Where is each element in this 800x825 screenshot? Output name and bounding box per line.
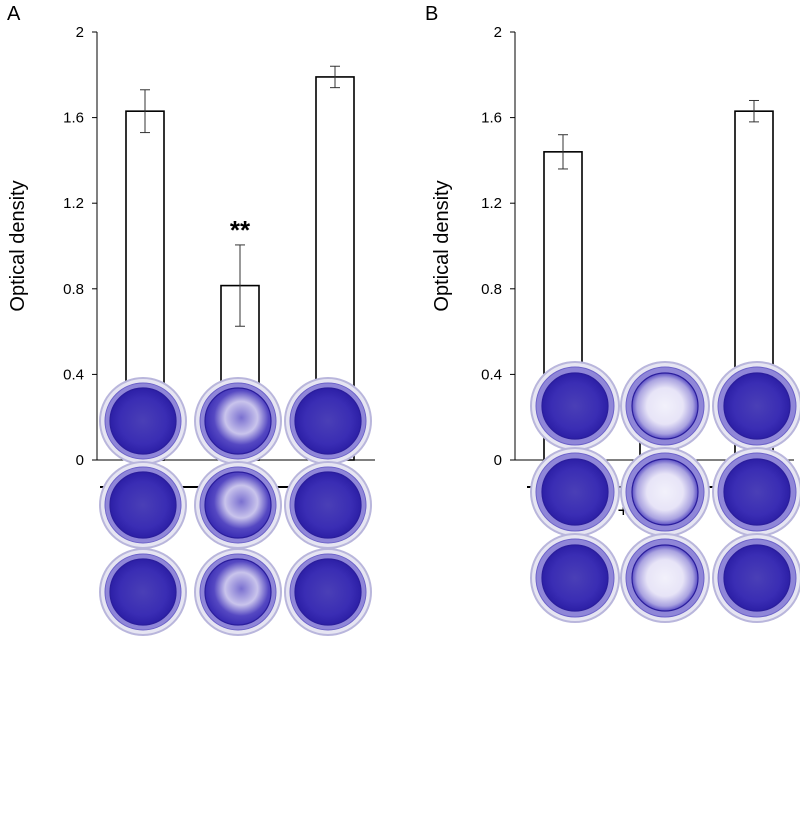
well-light [631,372,699,440]
y-tick-label: 0.8 [481,281,502,298]
panel-label: A [7,3,21,25]
well-partial [204,387,272,455]
y-tick-label: 0 [494,452,502,469]
panel-b-plate-photo [530,361,800,623]
y-tick-label: 1.6 [481,110,502,127]
well-partial [204,558,272,626]
y-tick-label: 1.2 [481,195,502,212]
y-tick-label: 1.6 [63,110,84,127]
y-tick-label: 0.4 [63,366,84,383]
well-light [631,458,699,526]
y-tick-label: 2 [76,24,84,41]
y-tick-label: 0.4 [481,366,502,383]
well-heavy [541,544,609,612]
panel-a-plate-photo [99,377,372,636]
well-heavy [109,387,177,455]
well-light [631,544,699,612]
well-heavy [294,471,362,539]
well-heavy [294,558,362,626]
well-heavy [541,372,609,440]
well-partial [204,471,272,539]
well-heavy [541,458,609,526]
y-tick-label: 2 [494,24,502,41]
panel-label: B [425,3,438,25]
y-tick-label: 0.8 [63,281,84,298]
well-heavy [723,372,791,440]
well-heavy [294,387,362,455]
y-tick-label: 1.2 [63,195,84,212]
significance-label: ** [230,215,251,245]
y-tick-label: 0 [76,452,84,469]
well-heavy [109,558,177,626]
well-heavy [723,458,791,526]
well-heavy [109,471,177,539]
y-axis-title: Optical density [431,180,453,311]
y-axis-title: Optical density [7,180,29,311]
well-heavy [723,544,791,612]
